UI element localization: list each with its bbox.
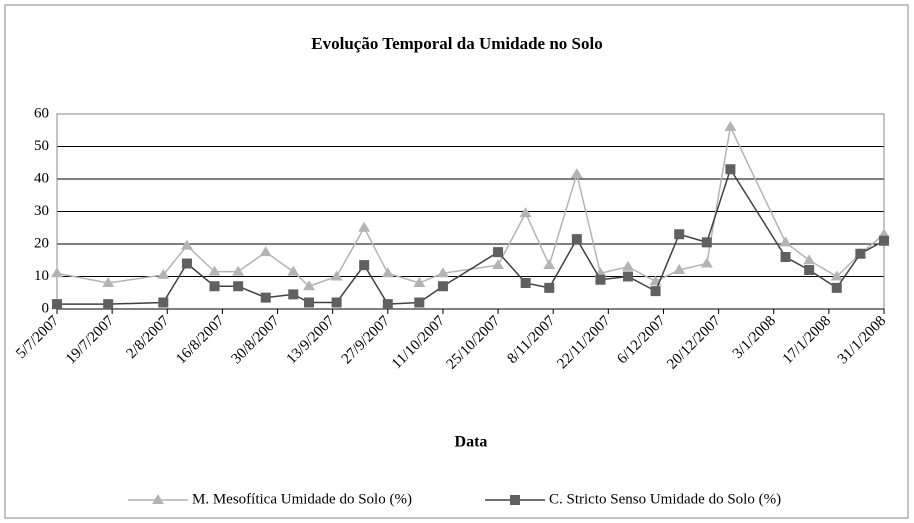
point [674,229,685,240]
x-axis-title: Data [455,434,488,451]
point [52,299,62,310]
point [158,297,169,308]
point [331,297,342,308]
point [259,246,272,257]
point [288,289,299,300]
y-tick-label: 40 [34,170,49,186]
point [831,282,842,293]
point [830,270,843,281]
point [493,247,504,258]
point [595,274,606,285]
chart-title: Evolução Temporal da Umidade no Solo [311,34,602,53]
point [879,235,889,246]
point [208,265,221,276]
point [260,292,271,303]
point [520,278,531,288]
point [724,121,737,131]
point [180,239,193,250]
point [381,267,394,278]
point [725,164,736,175]
point [51,267,63,278]
y-tick-label: 50 [34,138,49,154]
point [413,277,426,287]
point [233,281,244,292]
point [701,237,712,248]
point [779,236,792,247]
point [358,221,371,232]
point [232,265,245,276]
y-tick-label: 30 [34,203,49,219]
point [287,265,300,276]
y-tick-label: 20 [34,235,49,251]
point [157,268,170,279]
y-tick-label: 0 [42,300,50,316]
point [437,281,448,292]
legend-label: C. Stricto Senso Umidade do Solo (%) [549,491,781,507]
point [673,264,686,274]
point [571,234,582,245]
point [382,299,393,310]
point [700,257,713,268]
y-tick-label: 60 [34,105,49,121]
point [544,282,555,293]
point [181,258,192,269]
point [436,267,449,278]
point [543,259,556,270]
legend-marker [510,495,520,505]
legend-label: M. Mesofítica Umidade do Solo (%) [192,491,412,507]
point [103,299,114,310]
y-tick-label: 10 [34,268,49,284]
point [855,248,866,259]
point [102,277,115,287]
point [359,260,370,271]
point [780,252,791,262]
point [492,259,505,270]
point [803,254,816,265]
point [623,271,634,282]
point [622,260,635,271]
point [209,281,220,292]
point [570,168,583,179]
point [519,207,532,218]
point [650,286,661,297]
point [414,297,425,308]
point [330,270,343,281]
point [303,280,316,291]
point [804,265,815,275]
legend-marker [152,494,164,504]
chart-border [4,4,909,519]
point [304,297,315,308]
